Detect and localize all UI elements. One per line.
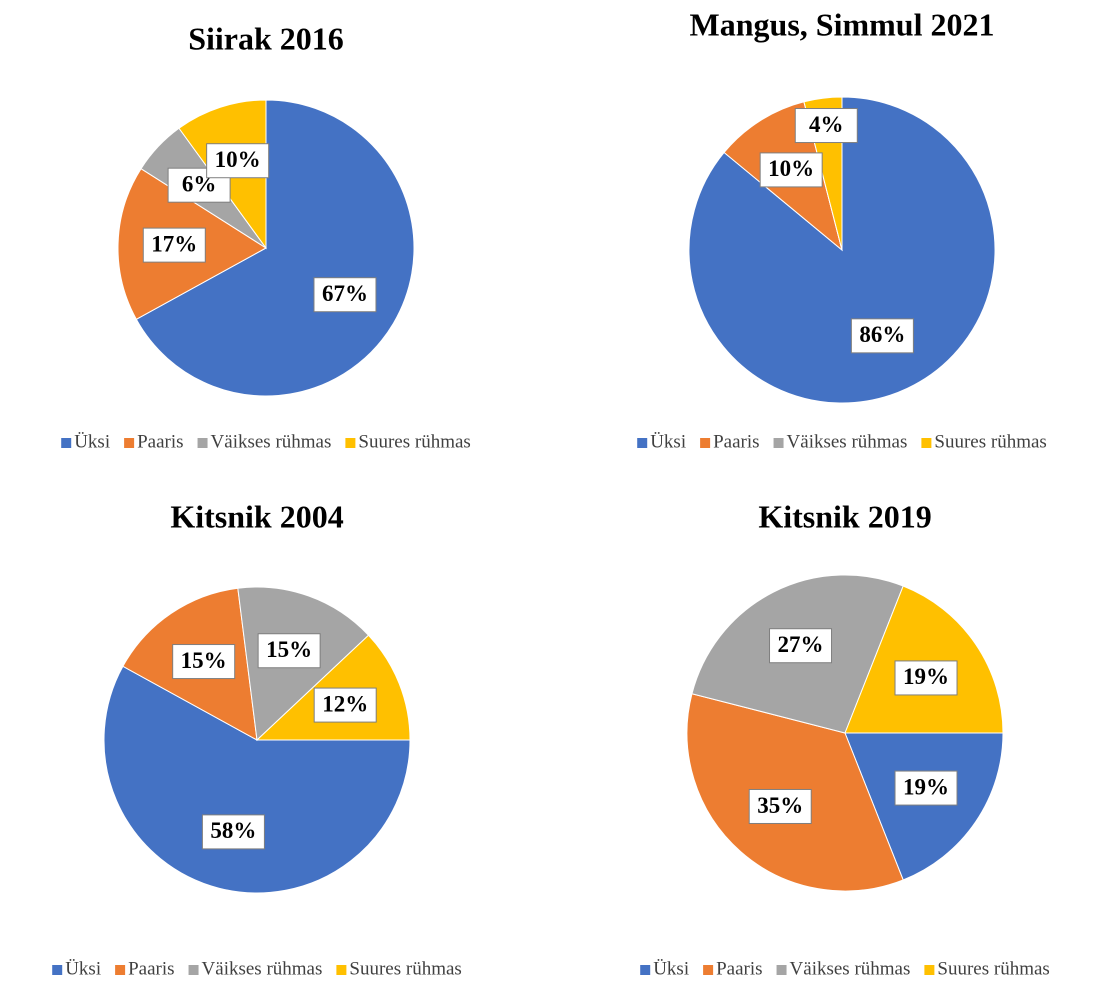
data-label: 27% — [778, 632, 824, 657]
legend-swatch — [52, 965, 63, 975]
legend-swatch — [115, 965, 126, 975]
legend-label: Suures rühmas — [349, 958, 461, 979]
data-label: 35% — [757, 793, 803, 818]
legend-swatch — [345, 438, 356, 448]
legend-label: Suures rühmas — [937, 958, 1049, 979]
legend-label: Üksi — [653, 958, 689, 979]
label-box — [769, 628, 833, 664]
legend-swatch — [700, 438, 711, 448]
data-label: 15% — [181, 648, 227, 673]
label-box — [894, 660, 958, 696]
legend-label: Suures rühmas — [358, 431, 470, 452]
legend: Üksi Paaris Väikses rühmas Suures rühmas — [61, 431, 471, 452]
legend-swatch — [637, 438, 648, 448]
legend-swatch — [197, 438, 208, 448]
legend-swatch — [61, 438, 72, 448]
legend-label: Üksi — [650, 431, 686, 452]
chart-title: Siirak 2016 — [188, 20, 344, 56]
legend: Üksi Paaris Väikses rühmas Suures rühmas — [637, 431, 1047, 452]
chart-title: Kitsnik 2019 — [758, 498, 931, 534]
pie-slice — [103, 665, 411, 894]
legend-label: Paaris — [713, 431, 759, 452]
legend-label: Väikses rühmas — [787, 431, 908, 452]
label-box — [748, 788, 812, 824]
data-label: 19% — [903, 664, 949, 689]
legend-swatch — [773, 438, 784, 448]
legend-swatch — [921, 438, 932, 448]
legend-label: Väikses rühmas — [202, 958, 323, 979]
legend-label: Paaris — [716, 958, 762, 979]
label-box — [313, 277, 377, 313]
data-label: 10% — [768, 156, 814, 181]
pie-slice — [844, 585, 1004, 734]
data-label: 58% — [210, 818, 256, 843]
label-box — [794, 108, 858, 144]
label-box — [201, 814, 265, 850]
label-box — [894, 770, 958, 806]
legend-label: Üksi — [65, 958, 101, 979]
data-label: 17% — [151, 231, 197, 256]
legend-label: Üksi — [74, 431, 110, 452]
label-box — [257, 633, 321, 669]
label-box — [313, 687, 377, 723]
legend-label: Suures rühmas — [934, 431, 1046, 452]
label-box — [142, 227, 206, 263]
legend-label: Paaris — [137, 431, 183, 452]
legend-swatch — [924, 965, 935, 975]
legend-swatch — [336, 965, 347, 975]
legend: Üksi Paaris Väikses rühmas Suures rühmas — [52, 958, 462, 979]
data-label: 67% — [322, 281, 368, 306]
pie-chart: Kitsnik 2004 58% 15% 15% 12% Üksi Paaris Väikse… — [52, 498, 462, 979]
legend-swatch — [124, 438, 135, 448]
label-box — [759, 152, 823, 188]
data-label: 10% — [215, 147, 261, 172]
pie-slice — [844, 732, 1004, 881]
legend-label: Paaris — [128, 958, 174, 979]
legend-swatch — [776, 965, 787, 975]
pie-chart: Kitsnik 2019 19% 35% 27% 19% Üksi Paaris Väikse… — [640, 498, 1050, 979]
data-label: 19% — [903, 774, 949, 799]
data-label: 15% — [266, 637, 312, 662]
pie-chart: Mangus, Simmul 2021 86% 10% 4% Üksi Paaris Väi… — [637, 6, 1047, 452]
legend-swatch — [640, 965, 651, 975]
legend-label: Väikses rühmas — [211, 431, 332, 452]
data-label: 12% — [322, 691, 368, 716]
legend: Üksi Paaris Väikses rühmas Suures rühmas — [640, 958, 1050, 979]
label-box — [172, 644, 236, 680]
data-label: 4% — [809, 112, 844, 137]
legend-swatch — [703, 965, 714, 975]
label-box — [206, 143, 270, 179]
pie-slice — [135, 99, 415, 397]
legend-swatch — [188, 965, 199, 975]
chart-title: Mangus, Simmul 2021 — [690, 6, 995, 42]
data-label: 86% — [859, 322, 905, 347]
label-box — [850, 318, 914, 354]
chart-title: Kitsnik 2004 — [170, 498, 343, 534]
legend-label: Väikses rühmas — [790, 958, 911, 979]
